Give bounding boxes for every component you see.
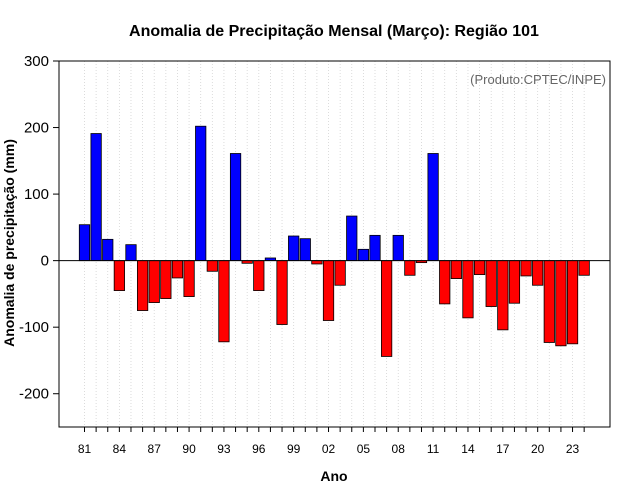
bar-1984 [113, 260, 125, 291]
bar-1987 [148, 260, 160, 303]
y-tick-label: 200 [24, 120, 49, 137]
plot-frame [58, 60, 611, 428]
bar-2003 [334, 260, 346, 286]
bar-1999 [288, 235, 300, 262]
bar-1988 [160, 260, 172, 299]
x-tick-label: 05 [357, 442, 371, 456]
x-axis: 81 84 87 90 93 96 99 02 05 08 11 14 17 20 23 [78, 427, 585, 456]
x-tick-label: 11 [427, 442, 440, 456]
product-credit: (Produto:CPTEC/INPE) [470, 72, 606, 87]
bar-1994 [229, 153, 242, 262]
x-tick-label: 14 [461, 442, 475, 456]
bar-2000 [299, 238, 311, 262]
bar-1981 [78, 224, 91, 262]
x-tick-label: 17 [496, 442, 510, 456]
bar-1983 [102, 238, 114, 262]
x-tick-label: 84 [113, 442, 127, 456]
y-tick-label: -100 [19, 319, 49, 336]
x-tick-label: 99 [287, 442, 301, 456]
bar-2018 [508, 260, 521, 304]
bar-2007 [381, 260, 393, 357]
bar-1998 [276, 260, 288, 325]
bar-2012 [439, 260, 451, 305]
x-axis-label: Ano [320, 468, 347, 484]
x-tick-label: 96 [252, 442, 266, 456]
bar-1993 [218, 260, 230, 343]
bar-2019 [520, 260, 532, 277]
bar-1991 [195, 125, 207, 262]
bar-2002 [322, 260, 335, 321]
bar-2009 [404, 260, 416, 276]
y-axis-label: Anomalia de precipitação (mm) [1, 139, 17, 347]
bar-2024 [578, 260, 590, 276]
y-tick-label: 0 [41, 253, 49, 270]
x-tick-label: 81 [78, 442, 92, 456]
bar-1985 [125, 244, 137, 262]
bar-2011 [427, 153, 439, 262]
bar-1989 [171, 260, 184, 279]
bar-2008 [392, 234, 404, 262]
bar-2017 [497, 260, 509, 331]
x-tick-label: 20 [531, 442, 545, 456]
x-tick-label: 02 [322, 442, 336, 456]
y-tick-label: 300 [24, 53, 49, 70]
bar-2021 [543, 260, 555, 343]
bar-2005 [357, 248, 369, 262]
bar-2022 [555, 260, 567, 347]
x-tick-label: 90 [182, 442, 196, 456]
y-tick-label: 100 [24, 186, 49, 203]
chart-title: Anomalia de Precipitação Mensal (Março):… [129, 23, 539, 40]
bar-1992 [206, 260, 218, 272]
bar-1986 [136, 260, 149, 311]
bar-2006 [369, 234, 381, 262]
y-tick-label: -200 [19, 386, 49, 403]
bar-2004 [346, 215, 358, 262]
bar-2016 [485, 260, 497, 307]
x-tick-label: 23 [566, 442, 580, 456]
y-axis: 300 200 100 0 -100 -200 [19, 53, 59, 403]
x-tick-label: 93 [217, 442, 231, 456]
bar-1990 [183, 260, 195, 297]
bar-2015 [473, 260, 486, 276]
bars [78, 125, 590, 357]
bar-2020 [532, 260, 544, 286]
x-tick-label: 08 [392, 442, 406, 456]
gridlines [84, 61, 585, 427]
bar-1996 [253, 260, 265, 291]
bar-1982 [90, 133, 102, 262]
bar-2014 [462, 260, 474, 319]
bar-2013 [450, 260, 462, 280]
bar-2023 [566, 260, 579, 345]
x-tick-label: 87 [148, 442, 162, 456]
